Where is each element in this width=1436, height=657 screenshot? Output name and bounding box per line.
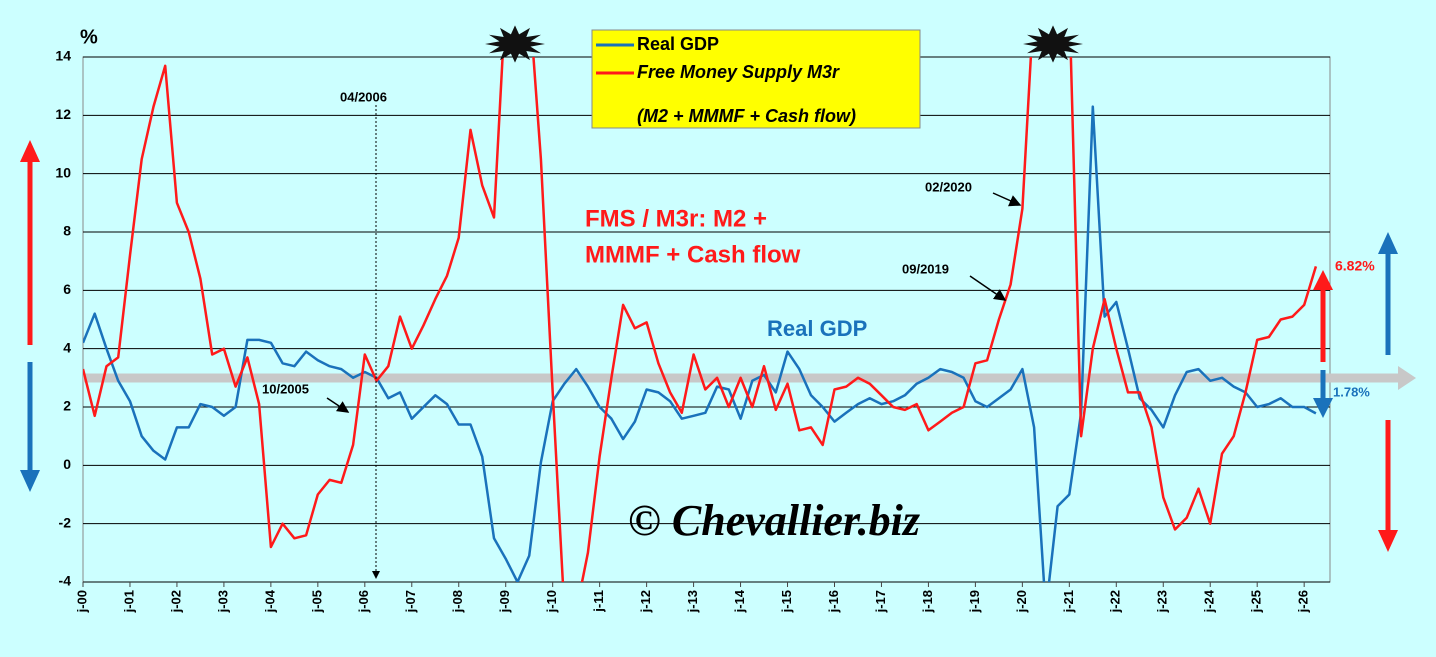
arrow <box>969 275 1007 301</box>
x-tick-label: j-23 <box>1155 590 1170 613</box>
x-tick-label: j-21 <box>1061 590 1076 613</box>
x-tick-label: j-11 <box>591 590 606 613</box>
x-tick-label: j-00 <box>74 590 89 613</box>
x-tick-label: j-25 <box>1249 590 1264 613</box>
annotation: Real GDP <box>767 316 867 341</box>
x-tick-label: j-01 <box>121 590 136 613</box>
legend-sublabel: (M2 + MMMF + Cash flow) <box>637 106 856 126</box>
y-tick-label: -2 <box>59 514 72 530</box>
y-unit: % <box>80 26 98 48</box>
arrowhead <box>1378 530 1398 552</box>
x-tick-label: j-03 <box>215 590 230 613</box>
starburst <box>1023 25 1083 63</box>
x-tick-label: j-20 <box>1014 590 1029 613</box>
end-label: 6.82% <box>1335 258 1375 274</box>
x-tick-label: j-16 <box>826 590 841 613</box>
y-tick-label: 0 <box>63 456 71 472</box>
arrowhead <box>20 140 40 162</box>
y-tick-label: -4 <box>59 573 72 589</box>
watermark: © Chevallier.biz <box>628 496 920 545</box>
x-tick-label: j-14 <box>732 589 747 613</box>
annotation: 10/2005 <box>262 381 309 396</box>
arrowhead <box>1313 270 1333 290</box>
decorations <box>20 25 1398 579</box>
x-tick-label: j-18 <box>920 590 935 613</box>
starburst <box>485 25 545 63</box>
x-tick-label: j-04 <box>262 589 277 613</box>
arrowhead <box>1378 232 1398 254</box>
x-tick-label: j-06 <box>356 590 371 613</box>
y-tick-label: 6 <box>63 281 71 297</box>
x-tick-label: j-19 <box>967 590 982 613</box>
series-line <box>83 105 1317 582</box>
arrow <box>992 192 1022 207</box>
arrow <box>326 397 350 413</box>
x-tick-label: j-13 <box>685 590 700 613</box>
x-tick-label: j-02 <box>168 590 183 613</box>
annotation: 09/2019 <box>902 261 949 276</box>
x-tick-label: j-05 <box>309 590 324 613</box>
y-tick-label: 2 <box>63 398 71 414</box>
lines <box>83 57 1318 582</box>
y-tick-label: 8 <box>63 223 71 239</box>
plot-area <box>82 56 1331 583</box>
arrowhead <box>1313 398 1333 418</box>
legend-box <box>591 29 921 129</box>
x-tick-label: j-17 <box>873 590 888 613</box>
x-tick-label: j-22 <box>1108 590 1123 613</box>
end-label: 1.78% <box>1333 384 1370 399</box>
series-line <box>83 57 1318 582</box>
grid <box>83 56 1330 583</box>
x-tick-label: j-10 <box>544 590 559 613</box>
legend-label: Real GDP <box>637 34 719 54</box>
y-tick-label: 12 <box>55 106 71 122</box>
x-tick-label: j-09 <box>497 590 512 613</box>
x-tick-label: j-15 <box>779 590 794 613</box>
legend-label: Free Money Supply M3r <box>637 62 840 82</box>
annotation: FMS / M3r: M2 + <box>585 205 767 232</box>
y-tick-label: 10 <box>55 164 71 180</box>
arrowhead <box>20 470 40 492</box>
annotation: 02/2020 <box>925 179 972 194</box>
x-tick-label: j-07 <box>403 590 418 613</box>
reference-arrowhead <box>1398 366 1416 390</box>
y-tick-label: 14 <box>55 48 71 64</box>
legend: Real GDP Free Money Supply M3r (M2 + MMMF … <box>591 29 921 129</box>
x-tick-label: j-26 <box>1296 590 1311 613</box>
axes: -4 -2 0 2 4 6 8 10 12 14 j-00 j-01 j-02 j-03 j-04 j-05 j… <box>55 48 1310 614</box>
annotation: 04/2006 <box>340 89 387 104</box>
y-tick-label: 4 <box>63 339 71 355</box>
x-tick-label: j-08 <box>450 590 465 613</box>
annotation: MMMF + Cash flow <box>585 241 801 268</box>
x-tick-label: j-12 <box>638 590 653 613</box>
x-tick-label: j-24 <box>1202 589 1217 613</box>
